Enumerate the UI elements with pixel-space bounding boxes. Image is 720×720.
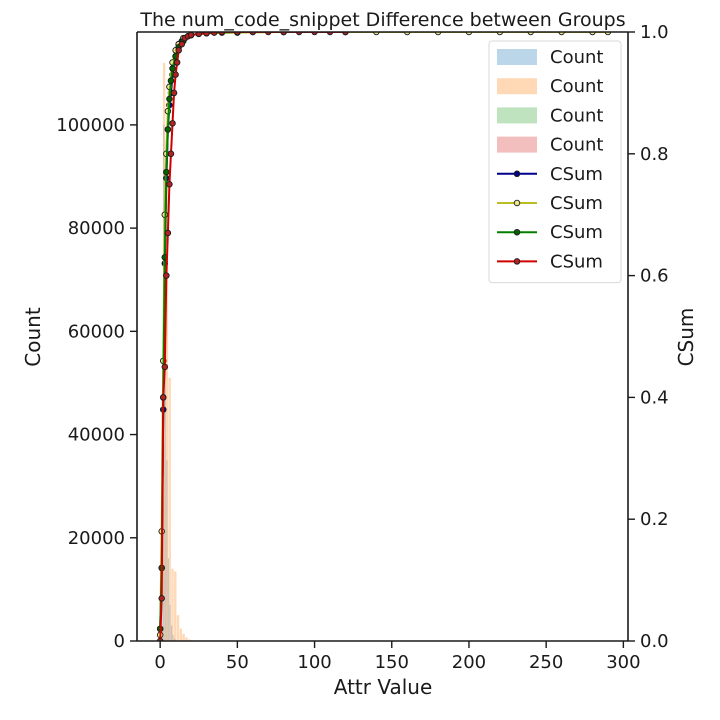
csum-point (178, 40, 186, 48)
legend-label: Count (550, 76, 603, 97)
csum-point (187, 32, 195, 39)
y-tick-label: 40000 (68, 425, 125, 446)
x-axis-label: Attr Value (334, 675, 433, 699)
csum-point (203, 32, 210, 37)
y-tick-label: 20000 (68, 528, 125, 549)
csum-point (161, 363, 169, 371)
y2-tick-label: 0.4 (640, 387, 669, 408)
histogram-bar (166, 460, 168, 641)
y-tick-label: 60000 (68, 321, 125, 342)
legend-label: CSum (550, 164, 603, 185)
legend-label: Count (550, 47, 603, 68)
csum-point (166, 95, 173, 103)
legend-marker (513, 170, 521, 178)
legend-swatch (497, 136, 537, 153)
legend-label: CSum (550, 251, 603, 272)
legend-swatch (497, 78, 537, 95)
y2-tick-label: 0.0 (640, 631, 669, 652)
histogram-bar (172, 634, 174, 641)
histogram-bar (185, 637, 188, 641)
csum-point (170, 89, 178, 97)
csum-point (175, 47, 182, 54)
x-tick-label: 50 (226, 652, 249, 673)
histogram-bar (182, 633, 185, 641)
csum-point (167, 77, 175, 84)
histogram-bar (167, 558, 170, 641)
y-tick-label: 100000 (56, 115, 125, 136)
csum-point (158, 595, 165, 602)
histogram-bar (168, 377, 171, 641)
csum-line (159, 32, 346, 641)
histogram-bar (165, 155, 169, 641)
y2-tick-label: 1.0 (640, 22, 669, 43)
csum-point (163, 272, 170, 279)
x-tick-label: 250 (529, 652, 563, 673)
histogram-bar (174, 571, 177, 641)
histogram-bar (171, 568, 174, 641)
legend-swatch (497, 49, 537, 65)
y2-tick-label: 0.8 (640, 144, 669, 165)
legend-marker (513, 228, 521, 236)
csum-point (195, 32, 203, 38)
y2-tick-label: 0.6 (640, 266, 669, 287)
csum-point (167, 150, 175, 158)
y2-axis-label: CSum (674, 308, 698, 367)
x-tick-label: 300 (606, 652, 640, 673)
csum-point (169, 120, 176, 127)
csum-point (164, 229, 172, 237)
csum-line (159, 32, 346, 629)
csum-point (166, 180, 173, 188)
x-tick-label: 0 (154, 652, 165, 673)
axes: 0 50 100 150 200 250 300 0 20000 40000 60000 80000 1… (56, 22, 668, 673)
legend: Count Count Count Count CSum CSum CSum CSum (488, 40, 622, 284)
chart-title: The num_code_snippet Difference between … (139, 9, 625, 31)
csum-point (163, 168, 170, 176)
legend-box (488, 40, 622, 284)
histogram-bar (176, 615, 180, 641)
csum-point (173, 59, 181, 66)
legend-label: CSum (550, 222, 603, 243)
legend-marker (513, 258, 521, 265)
histogram-bar (179, 628, 182, 641)
y2-tick-label: 0.2 (640, 509, 669, 530)
legend-label: Count (550, 135, 603, 156)
histogram-bar (169, 604, 171, 641)
histogram-bar (170, 625, 173, 641)
y-tick-label: 80000 (68, 218, 125, 239)
legend-marker (513, 199, 521, 207)
csum-point (169, 65, 176, 72)
csum-point (164, 126, 172, 133)
x-tick-label: 100 (297, 652, 331, 673)
csum-point (159, 394, 167, 401)
y-axis-label: Count (21, 307, 45, 367)
legend-label: CSum (550, 193, 603, 214)
legend-label: Count (550, 105, 603, 126)
y-tick-label: 0 (114, 631, 125, 652)
histogram-bar (174, 638, 176, 641)
x-tick-label: 200 (452, 652, 486, 673)
csum-point (172, 71, 179, 78)
histogram-bar (164, 279, 166, 641)
legend-swatch (497, 107, 537, 124)
x-tick-label: 150 (375, 652, 409, 673)
